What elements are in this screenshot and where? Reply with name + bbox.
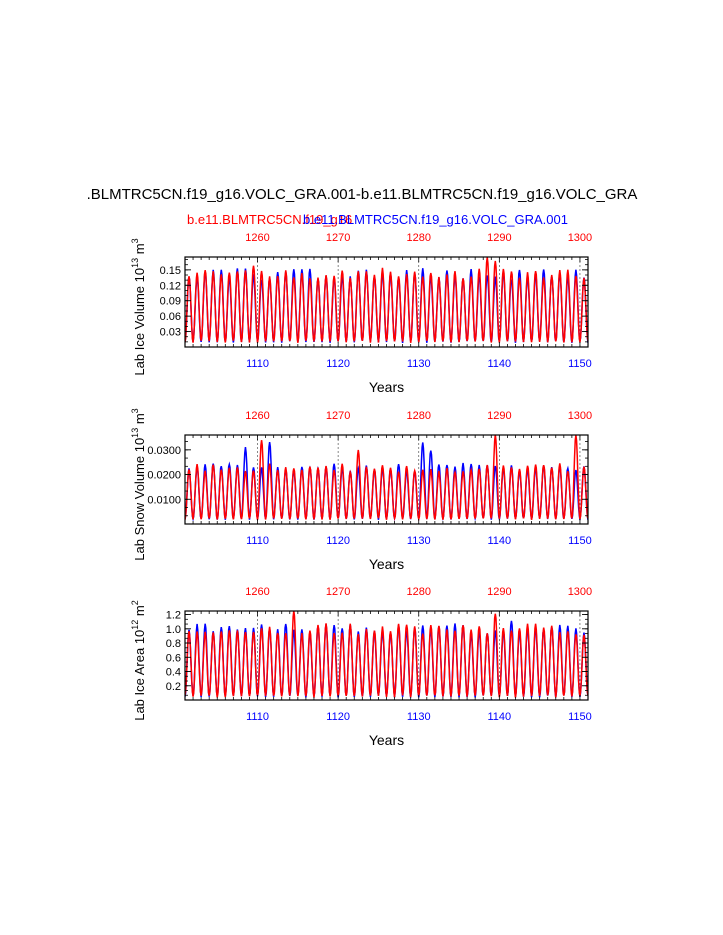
x-top-tick-label: 1260 — [245, 410, 269, 422]
x-axis-label: Years — [369, 379, 404, 395]
y-tick-label: 1.2 — [166, 610, 181, 622]
y-axis-label-exp: 13 — [130, 428, 140, 438]
y-tick-label: 0.15 — [160, 265, 181, 277]
x-top-tick-label: 1280 — [406, 232, 430, 244]
x-bottom-tick-label: 1140 — [488, 358, 512, 370]
y-axis-label-main: Lab Snow Volume 10 — [132, 438, 147, 561]
y-axis-label-exp: 12 — [130, 620, 140, 630]
y-axis-label-unit-exp: 3 — [130, 408, 140, 413]
chart-panel-1: 1110 1120 1130 1140 1150 1260 1270 1280 1290 1300… — [130, 232, 592, 395]
x-top-tick-label: 1280 — [406, 410, 430, 422]
y-axis-label-unit-exp: 3 — [130, 238, 140, 243]
x-top-tick-label: 1280 — [406, 586, 430, 598]
y-axis-label-unit: m — [132, 605, 147, 619]
x-bottom-tick-label: 1120 — [326, 358, 350, 370]
x-top-tick-label: 1300 — [568, 586, 592, 598]
subtitle-blue-run: b.e11.BLMTRC5CN.f19_g16.VOLC_GRA.001 — [303, 212, 568, 227]
y-tick-label: 0.2 — [166, 681, 181, 693]
series-line-red — [185, 257, 588, 343]
x-bottom-tick-label: 1130 — [407, 358, 431, 370]
x-bottom-tick-label: 1110 — [246, 535, 269, 547]
subtitle-red-run: b.e11.BLMTRC5CN.f19_g16 — [187, 212, 353, 227]
y-axis-label: Lab Ice Volume 1013 m3 — [130, 238, 147, 375]
x-bottom-tick-label: 1150 — [568, 535, 592, 547]
y-tick-label: 0.0100 — [147, 494, 181, 506]
x-axis-label: Years — [369, 732, 404, 748]
x-top-tick-label: 1290 — [487, 410, 511, 422]
series-line-red — [185, 435, 588, 522]
series-line-red — [185, 611, 588, 698]
chart-panel-2: 1110 1120 1130 1140 1150 1260 1270 1280 1290 1300… — [130, 408, 592, 572]
x-bottom-tick-label: 1130 — [407, 535, 431, 547]
y-axis-label: Lab Ice Area 1012 m2 — [130, 600, 147, 721]
y-axis-label: Lab Snow Volume 1013 m3 — [130, 408, 147, 560]
x-top-tick-label: 1260 — [245, 232, 269, 244]
y-axis-label-unit: m — [132, 243, 147, 257]
chart-panel-3: 1110 1120 1130 1140 1150 1260 1270 1280 1290 1300… — [130, 586, 592, 748]
x-top-tick-label: 1300 — [568, 232, 592, 244]
y-tick-label: 0.09 — [160, 296, 181, 308]
y-axis-label-unit-exp: 2 — [130, 600, 140, 605]
y-axis-label-main: Lab Ice Volume 10 — [132, 268, 147, 376]
x-bottom-tick-label: 1140 — [488, 711, 512, 723]
y-tick-label: 0.06 — [160, 311, 181, 323]
x-top-tick-label: 1300 — [568, 410, 592, 422]
y-tick-label: 0.8 — [166, 638, 181, 650]
figure-title-text: .BLMTRC5CN.f19_g16.VOLC_GRA.001-b.e11.BL… — [86, 186, 638, 203]
figure-title: .BLMTRC5CN.f19_g16.VOLC_GRA.001-b.e11.BL… — [0, 186, 723, 210]
y-tick-label: 0.4 — [166, 667, 181, 679]
x-bottom-tick-label: 1120 — [326, 711, 350, 723]
y-tick-label: 0.0300 — [147, 445, 181, 457]
x-top-tick-label: 1260 — [245, 586, 269, 598]
x-bottom-tick-label: 1150 — [568, 358, 592, 370]
x-top-tick-label: 1290 — [487, 586, 511, 598]
x-bottom-tick-label: 1110 — [246, 358, 269, 370]
x-bottom-tick-label: 1110 — [246, 711, 269, 723]
y-tick-label: 0.0200 — [147, 470, 181, 482]
x-bottom-tick-label: 1130 — [407, 711, 431, 723]
y-tick-label: 0.12 — [160, 280, 181, 292]
x-bottom-tick-label: 1120 — [326, 535, 350, 547]
y-tick-label: 0.03 — [160, 327, 181, 339]
x-top-tick-label: 1270 — [326, 410, 350, 422]
y-tick-label: 1.0 — [166, 624, 181, 636]
x-bottom-tick-label: 1140 — [488, 535, 512, 547]
y-axis-label-main: Lab Ice Area 10 — [132, 630, 147, 721]
y-tick-label: 0.6 — [166, 652, 181, 664]
x-top-tick-label: 1270 — [326, 232, 350, 244]
x-bottom-tick-label: 1150 — [568, 711, 592, 723]
series-line-blue — [185, 442, 588, 522]
y-axis-label-unit: m — [132, 413, 147, 427]
x-axis-label: Years — [369, 556, 404, 572]
y-axis-label-exp: 13 — [130, 258, 140, 268]
x-top-tick-label: 1290 — [487, 232, 511, 244]
x-top-tick-label: 1270 — [326, 586, 350, 598]
